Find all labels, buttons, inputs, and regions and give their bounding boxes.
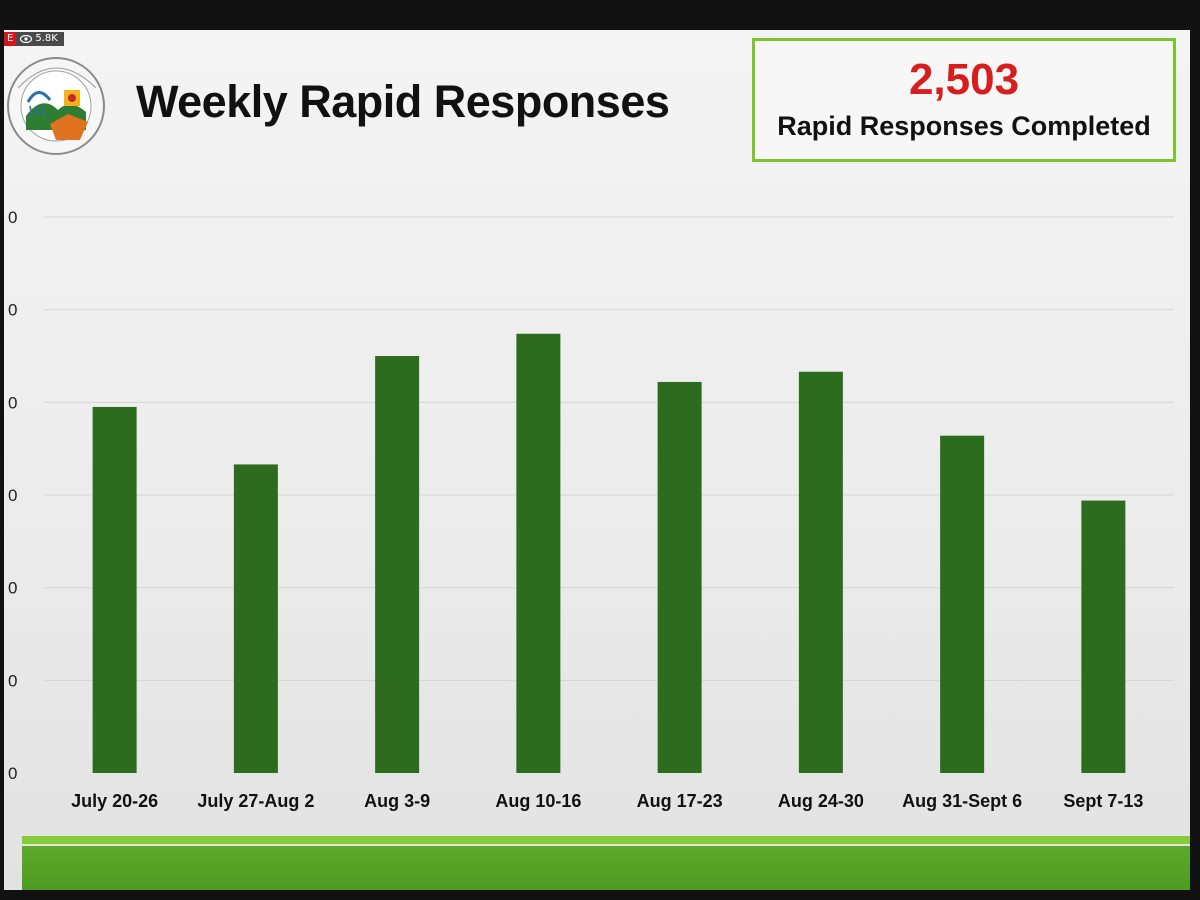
kpi-card: 2,503 Rapid Responses Completed xyxy=(752,38,1176,162)
weekly-rapid-responses-chart: 0 0 0 0 0 0 0 July 20-26 July 27-Aug 2 Aug 3-9 Au… xyxy=(8,208,1174,811)
x-tick-label: Aug 24-30 xyxy=(778,791,864,811)
environment-department-seal-logo xyxy=(7,57,105,155)
bar-3 xyxy=(375,356,420,773)
x-tick-label: Aug 31-Sept 6 xyxy=(902,791,1022,811)
x-axis-ticks: July 20-26 July 27-Aug 2 Aug 3-9 Aug 10-16 A… xyxy=(71,791,1143,811)
y-tick-label: 0 xyxy=(8,393,17,412)
x-tick-label: Aug 10-16 xyxy=(495,791,581,811)
x-tick-label: Aug 3-9 xyxy=(364,791,430,811)
y-tick-label: 0 xyxy=(8,486,17,505)
x-tick-label: July 27-Aug 2 xyxy=(197,791,314,811)
slide-title: Weekly Rapid Responses xyxy=(136,76,670,127)
y-tick-label: 0 xyxy=(8,764,17,783)
x-tick-label: July 20-26 xyxy=(71,791,158,811)
y-axis-ticks: 0 0 0 0 0 0 0 xyxy=(8,208,17,783)
chart-bars xyxy=(92,333,1126,773)
y-tick-label: 0 xyxy=(8,301,17,320)
kpi-total-label: Rapid Responses Completed xyxy=(777,111,1151,141)
y-tick-label: 0 xyxy=(8,208,17,227)
x-tick-label: Aug 17-23 xyxy=(637,791,723,811)
live-indicator: E xyxy=(4,32,17,46)
y-tick-label: 0 xyxy=(8,671,17,690)
y-tick-label: 0 xyxy=(8,579,17,598)
bar-1 xyxy=(92,406,137,773)
bar-8 xyxy=(1081,500,1126,773)
chart-gridlines xyxy=(44,216,1174,681)
viewer-count: 5.8K xyxy=(16,32,64,46)
bar-2 xyxy=(233,464,278,773)
bar-5 xyxy=(657,381,702,773)
viewer-count-value: 5.8K xyxy=(35,33,58,44)
eye-icon xyxy=(20,35,33,43)
kpi-total-value: 2,503 xyxy=(908,55,1020,104)
footer-accent-line xyxy=(22,836,1190,844)
presentation-slide: E 5.8K Weekly Rapid Responses 2,503 xyxy=(4,30,1190,890)
bar-6 xyxy=(798,371,843,773)
x-tick-label: Sept 7-13 xyxy=(1063,791,1143,811)
bar-7 xyxy=(940,435,985,773)
slide-footer-band xyxy=(4,836,1190,890)
footer-green-bar xyxy=(22,846,1190,890)
live-stream-badge: E 5.8K xyxy=(4,32,64,46)
bar-4 xyxy=(516,333,561,773)
